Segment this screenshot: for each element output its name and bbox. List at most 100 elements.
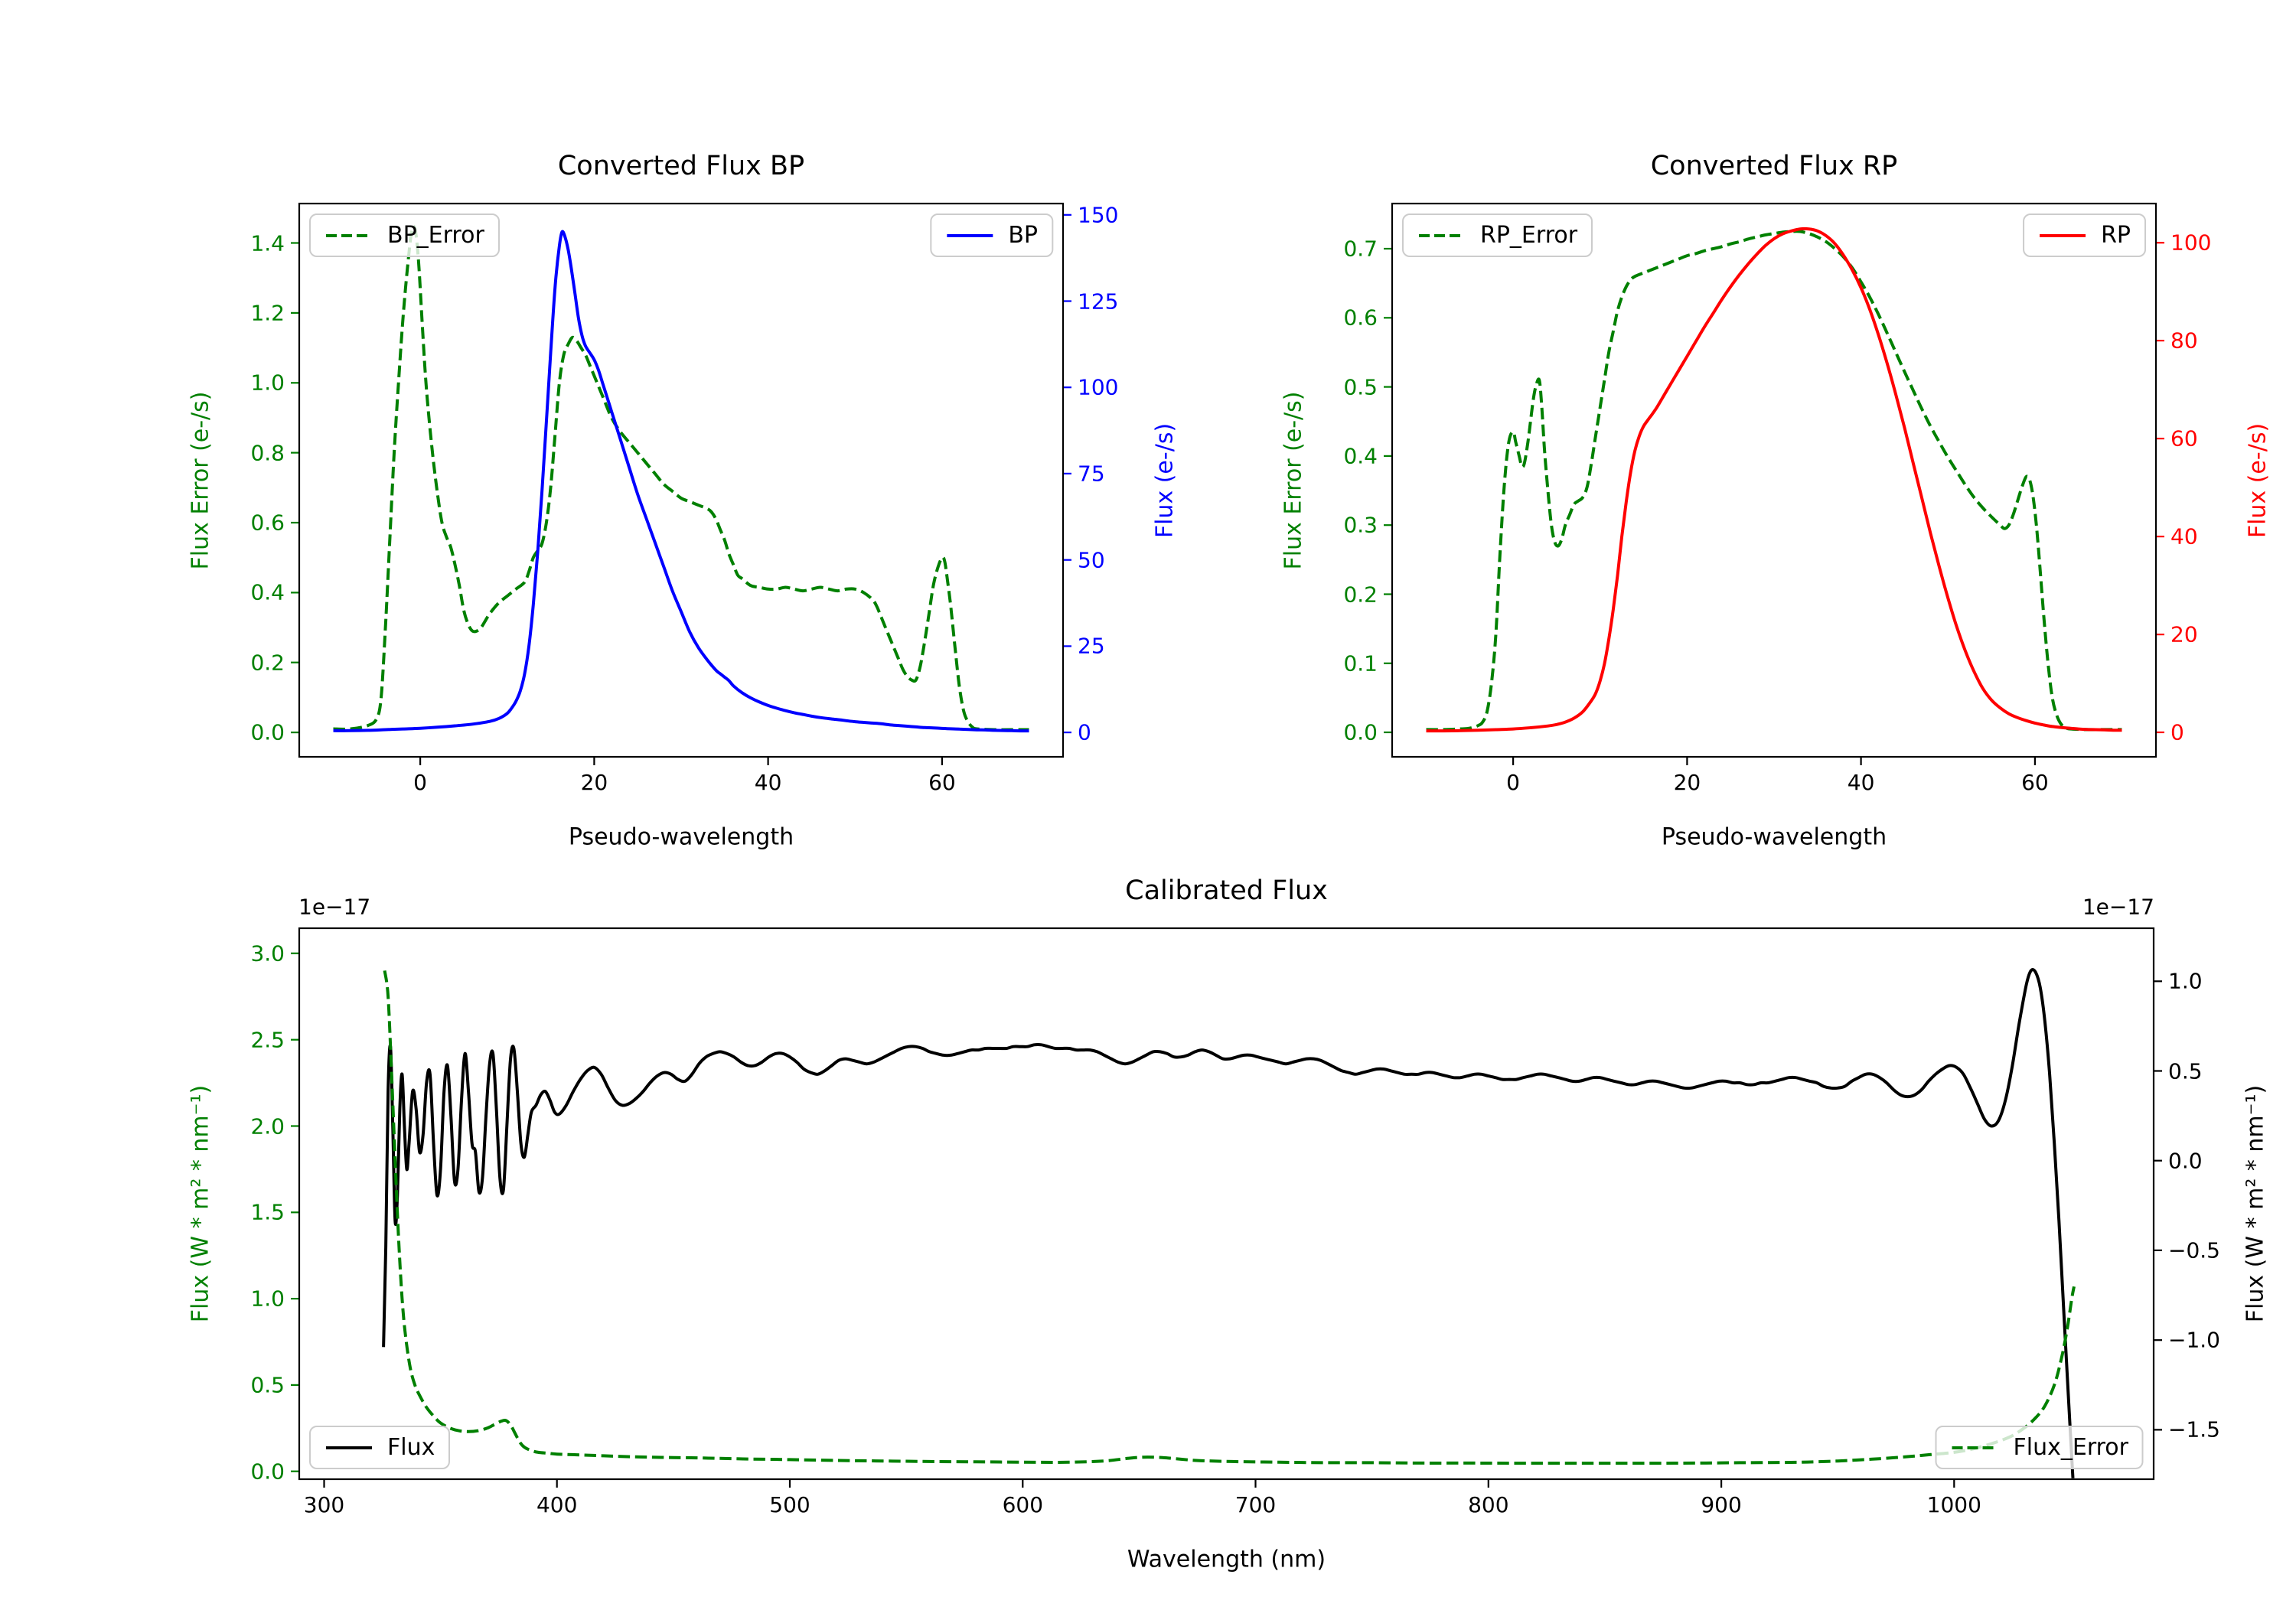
rp-chart-ylabel-left: Flux Error (e-/s) (1280, 391, 1307, 569)
y-tick-label-left: 0.2 (250, 650, 285, 676)
legend-label: Flux (387, 1434, 435, 1461)
x-tick-label: 1000 (1926, 1492, 1981, 1517)
rp-chart-ylabel-right: Flux (e-/s) (2244, 422, 2272, 538)
rp-line (1426, 227, 2122, 733)
legend-flux: Flux (309, 1426, 451, 1469)
y-tick-label-left: 0.8 (250, 440, 285, 466)
legend-line-sample-bp (947, 233, 993, 237)
legend-label: RP_Error (1480, 222, 1578, 249)
y-tick-label-left: 1.2 (250, 300, 285, 326)
rp-plot-area (1384, 202, 2164, 765)
y-tick-label-right: 0 (2170, 719, 2184, 745)
y-tick-label-left: 3.0 (250, 940, 285, 966)
flux-error-line (383, 970, 2076, 1465)
y-tick-label-left: 0.7 (1343, 236, 1378, 262)
calibrated-chart-offset-text-left: 1e−17 (298, 894, 371, 920)
legend-label: Flux_Error (2013, 1434, 2128, 1461)
x-tick-label: 800 (1468, 1492, 1509, 1517)
rp-chart-title: Converted Flux RP (1650, 151, 1898, 181)
y-tick-label-right: 0.0 (2168, 1148, 2203, 1174)
x-tick-label: 0 (1506, 770, 1521, 795)
x-tick-label: 500 (769, 1492, 810, 1517)
y-tick-label-left: 1.4 (250, 230, 285, 256)
y-tick-label-left: 0.3 (1343, 512, 1378, 538)
axes-spines (1391, 202, 2157, 758)
calibrated-chart-xlabel: Wavelength (nm) (1127, 1546, 1326, 1573)
y-tick-label-right: 80 (2170, 328, 2198, 354)
rp-chart-xlabel: Pseudo-wavelength (1661, 823, 1887, 851)
calibrated-chart-ylabel-left: Flux (W * m² * nm⁻¹) (187, 1084, 214, 1323)
bp-chart-ylabel-left: Flux Error (e-/s) (187, 391, 214, 569)
x-tick-label: 700 (1234, 1492, 1277, 1517)
y-tick-label-right: 125 (1078, 288, 1119, 314)
y-tick-label-left: 0.0 (250, 719, 285, 745)
y-tick-label-right: −1.0 (2168, 1327, 2220, 1353)
y-tick-label-left: 0.4 (250, 579, 285, 605)
axes-spines (298, 202, 1065, 758)
y-tick-label-right: 150 (1078, 202, 1119, 228)
y-tick-label-left: 0.0 (1343, 719, 1378, 745)
y-tick-label-right: 20 (2170, 621, 2198, 647)
y-tick-label-right: 40 (2170, 523, 2198, 549)
y-tick-label-left: 0.1 (1343, 650, 1378, 676)
y-tick-label-right: 0 (1078, 719, 1091, 745)
y-tick-label-right: 25 (1078, 633, 1105, 659)
legend-bp-error: BP_Error (309, 214, 500, 257)
y-tick-label-right: 0.5 (2168, 1058, 2203, 1084)
y-tick-label-left: 0.0 (250, 1459, 285, 1485)
y-tick-label-left: 2.5 (250, 1027, 285, 1053)
legend-rp-error: RP_Error (1402, 214, 1593, 257)
y-tick-label-left: 0.2 (1343, 582, 1378, 607)
bp-error-line (333, 224, 1029, 732)
x-tick-label: 900 (1701, 1492, 1742, 1517)
y-tick-label-right: 100 (1078, 374, 1119, 400)
x-tick-label: 20 (580, 770, 608, 795)
calibrated-chart-ylabel-right: Flux (W * m² * nm⁻¹) (2242, 1084, 2269, 1323)
legend-label: RP (2101, 222, 2131, 249)
bp-line (333, 230, 1029, 733)
calibrated-chart-title: Calibrated Flux (1125, 875, 1328, 906)
y-tick-label-left: 1.5 (250, 1199, 285, 1225)
legend-label: BP_Error (387, 222, 484, 249)
flux-line (382, 968, 2075, 1478)
x-tick-label: 600 (1002, 1492, 1044, 1517)
bp-chart-title: Converted Flux BP (557, 151, 805, 181)
x-tick-label: 40 (754, 770, 782, 795)
x-tick-label: 60 (928, 770, 956, 795)
y-tick-label-left: 0.5 (1343, 374, 1378, 400)
bp-plot-area (291, 202, 1071, 765)
x-tick-label: 0 (413, 770, 428, 795)
y-tick-label-right: −0.5 (2168, 1237, 2220, 1263)
x-tick-label: 400 (536, 1492, 578, 1517)
calibrated-plot-area (291, 927, 2162, 1488)
y-tick-label-left: 1.0 (250, 1286, 285, 1312)
y-tick-label-right: −1.5 (2168, 1416, 2220, 1442)
legend-bp: BP (930, 214, 1053, 257)
legend-flux-error: Flux_Error (1935, 1426, 2144, 1469)
legend-line-sample-bp-error (326, 233, 372, 237)
bp-chart-ylabel-right: Flux (e-/s) (1151, 422, 1179, 538)
legend-line-sample-rp (2040, 233, 2086, 237)
y-tick-label-left: 0.6 (1343, 305, 1378, 331)
legend-rp: RP (2023, 214, 2146, 257)
legend-label: BP (1008, 222, 1038, 249)
y-tick-label-left: 0.4 (1343, 443, 1378, 469)
y-tick-label-right: 50 (1078, 547, 1105, 573)
y-tick-label-right: 100 (2170, 230, 2212, 256)
x-tick-label: 300 (303, 1492, 345, 1517)
legend-line-sample-rp-error (1419, 233, 1465, 237)
y-tick-label-right: 60 (2170, 425, 2198, 451)
bp-chart-xlabel: Pseudo-wavelength (568, 823, 794, 851)
x-tick-label: 40 (1847, 770, 1875, 795)
rp-error-line (1426, 230, 2122, 732)
y-tick-label-left: 0.5 (250, 1372, 285, 1398)
axes-spines (298, 927, 2155, 1481)
y-tick-label-left: 1.0 (250, 370, 285, 396)
y-tick-label-right: 75 (1078, 461, 1105, 487)
y-tick-label-left: 2.0 (250, 1113, 285, 1139)
x-tick-label: 60 (2021, 770, 2049, 795)
y-tick-label-left: 0.6 (250, 510, 285, 536)
legend-line-sample-flux-error (1952, 1446, 1998, 1449)
calibrated-chart-offset-text-right: 1e−17 (2082, 894, 2154, 920)
